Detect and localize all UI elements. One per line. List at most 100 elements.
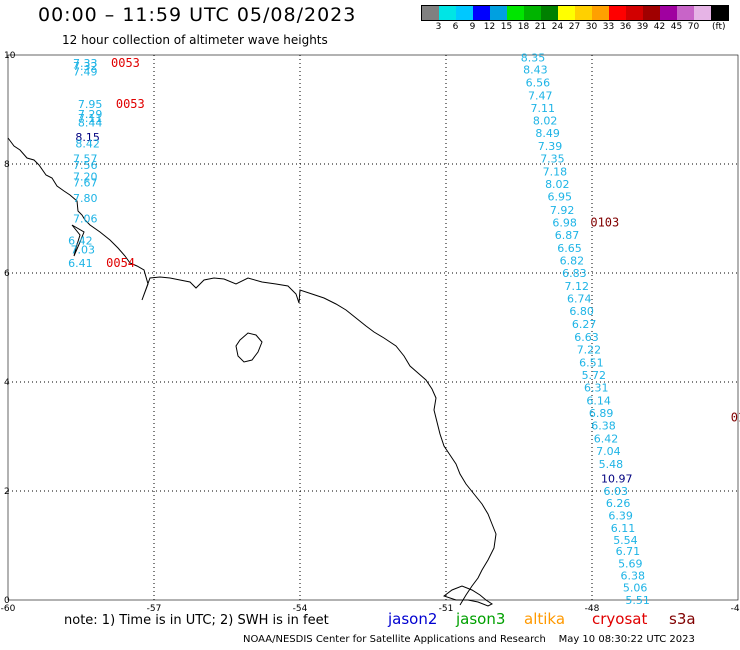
scale-swatch — [524, 6, 541, 20]
wave-height-value: 6.39 — [608, 510, 633, 523]
scale-label: 12 — [483, 22, 496, 32]
y-tick-label: 6 — [4, 269, 10, 279]
scale-label: 70 — [687, 22, 700, 32]
wave-height-value: 5.69 — [618, 557, 643, 570]
wave-height-value: 6.65 — [557, 242, 582, 255]
scale-swatch — [694, 6, 711, 20]
wave-height-value: 10.97 — [601, 472, 633, 485]
wave-height-value: 6.27 — [572, 318, 597, 331]
south-america-coastline — [7, 137, 497, 606]
river-mouth-outline — [71, 224, 85, 257]
wave-height-value: 8.02 — [545, 178, 570, 191]
observation-time-label: 0103 — [590, 215, 619, 229]
wave-height-value: 7.12 — [565, 280, 590, 293]
legend-note: note: 1) Time is in UTC; 2) SWH is in fe… — [64, 613, 329, 628]
wave-height-value: 6.89 — [589, 407, 614, 420]
satellite-s3a-label: s3a — [669, 610, 696, 628]
scale-swatch — [677, 6, 694, 20]
credit-text: NOAA/NESDIS Center for Satellite Applica… — [243, 634, 546, 645]
wave-height-value: 6.38 — [591, 420, 616, 433]
wave-height-value: 8.42 — [75, 137, 100, 150]
scale-label: 9 — [469, 22, 476, 32]
wave-height-value: 7.39 — [538, 140, 563, 153]
scale-swatch — [456, 6, 473, 20]
scale-label: 27 — [568, 22, 581, 32]
y-tick-label: 0 — [4, 596, 10, 606]
scale-label: 42 — [653, 22, 666, 32]
wave-height-value: 8.35 — [521, 52, 546, 65]
wave-height-value: 7.67 — [73, 177, 98, 190]
wave-height-value: 6.38 — [621, 569, 646, 582]
wave-height-value: 8.15 — [75, 131, 100, 144]
wave-height-value: 7.11 — [530, 102, 555, 115]
map-subtitle: 12 hour collection of altimeter wave hei… — [62, 33, 328, 47]
scale-label: 21 — [534, 22, 547, 32]
wave-height-value: 5.51 — [625, 594, 650, 607]
scale-label: 33 — [602, 22, 615, 32]
scale-swatch — [711, 6, 728, 20]
scale-label: 39 — [636, 22, 649, 32]
wave-height-value: 6.83 — [562, 267, 587, 280]
map-frame — [7, 54, 739, 601]
observation-time-label: 0054 — [106, 256, 135, 270]
scale-swatch — [626, 6, 643, 20]
wave-height-value: 8.02 — [533, 114, 558, 127]
wave-height-value: 6.80 — [569, 305, 594, 318]
wave-height-value: 6.14 — [586, 395, 611, 408]
credit-footer: NOAA/NESDIS Center for Satellite Applica… — [243, 634, 695, 645]
wave-height-value: 6.95 — [548, 191, 573, 204]
lat-lon-grid — [7, 54, 739, 601]
scale-swatch — [609, 6, 626, 20]
wave-height-value: 6.63 — [574, 331, 599, 344]
scale-label: 45 — [670, 22, 683, 32]
wave-height-value: 6.31 — [584, 381, 609, 394]
generated-timestamp: May 10 08:30:22 UTC 2023 — [558, 634, 695, 645]
wave-height-value: 7.35 — [540, 153, 565, 166]
scale-label: 15 — [500, 22, 513, 32]
scale-swatch — [643, 6, 660, 20]
x-tick-label: -60 — [1, 604, 16, 614]
scale-swatch — [439, 6, 456, 20]
wave-height-value: 6.51 — [579, 356, 604, 369]
scale-label: 18 — [517, 22, 530, 32]
scale-label: 6 — [452, 22, 459, 32]
wave-height-value: 6.98 — [552, 216, 577, 229]
wave-height-value: 5.54 — [613, 534, 638, 547]
satellite-cryosat-label: cryosat — [592, 610, 648, 628]
scale-swatch — [575, 6, 592, 20]
coastline — [7, 137, 497, 607]
axis-tick-labels: -60 -57 -54 -51 -48 -45 0 2 4 6 8 10 — [1, 51, 740, 614]
wave-height-value: 7.49 — [73, 65, 98, 78]
wave-height-value: 8.43 — [523, 64, 548, 77]
scale-label: 3 — [435, 22, 442, 32]
x-tick-label: -57 — [147, 604, 162, 614]
wave-height-value: 6.42 — [68, 234, 93, 247]
wave-height-value: 6.03 — [603, 485, 628, 498]
scale-swatch — [507, 6, 524, 20]
wave-height-value: 6.11 — [611, 522, 636, 535]
scale-label: 30 — [585, 22, 598, 32]
wave-height-value: 7.29 — [78, 108, 103, 121]
wave-height-value: 7.04 — [596, 445, 621, 458]
wave-height-value: 8.49 — [535, 127, 560, 140]
wave-height-value: 7.20 — [73, 171, 98, 184]
y-tick-label: 4 — [4, 378, 10, 388]
observation-time-label: 01 — [731, 410, 740, 424]
wave-height-value: 5.06 — [623, 581, 648, 594]
y-tick-label: 8 — [4, 160, 10, 170]
scale-swatch — [558, 6, 575, 20]
wave-height-observations: 7.337.327.4900537.957.297.118.448.158.42… — [68, 52, 740, 607]
wave-height-value: 6.41 — [68, 257, 93, 270]
satellite-jason3-label: jason3 — [456, 610, 506, 628]
offshore-island-outline — [235, 332, 263, 363]
scale-swatch — [422, 6, 439, 20]
observation-time-label: 0053 — [111, 56, 140, 70]
wave-height-color-scale — [421, 5, 729, 21]
wave-height-value: 6.74 — [567, 293, 592, 306]
scale-swatch — [490, 6, 507, 20]
scale-swatch — [660, 6, 677, 20]
x-tick-label: -45 — [731, 604, 740, 614]
marajo-island-outline — [442, 585, 493, 607]
scale-swatch — [592, 6, 609, 20]
